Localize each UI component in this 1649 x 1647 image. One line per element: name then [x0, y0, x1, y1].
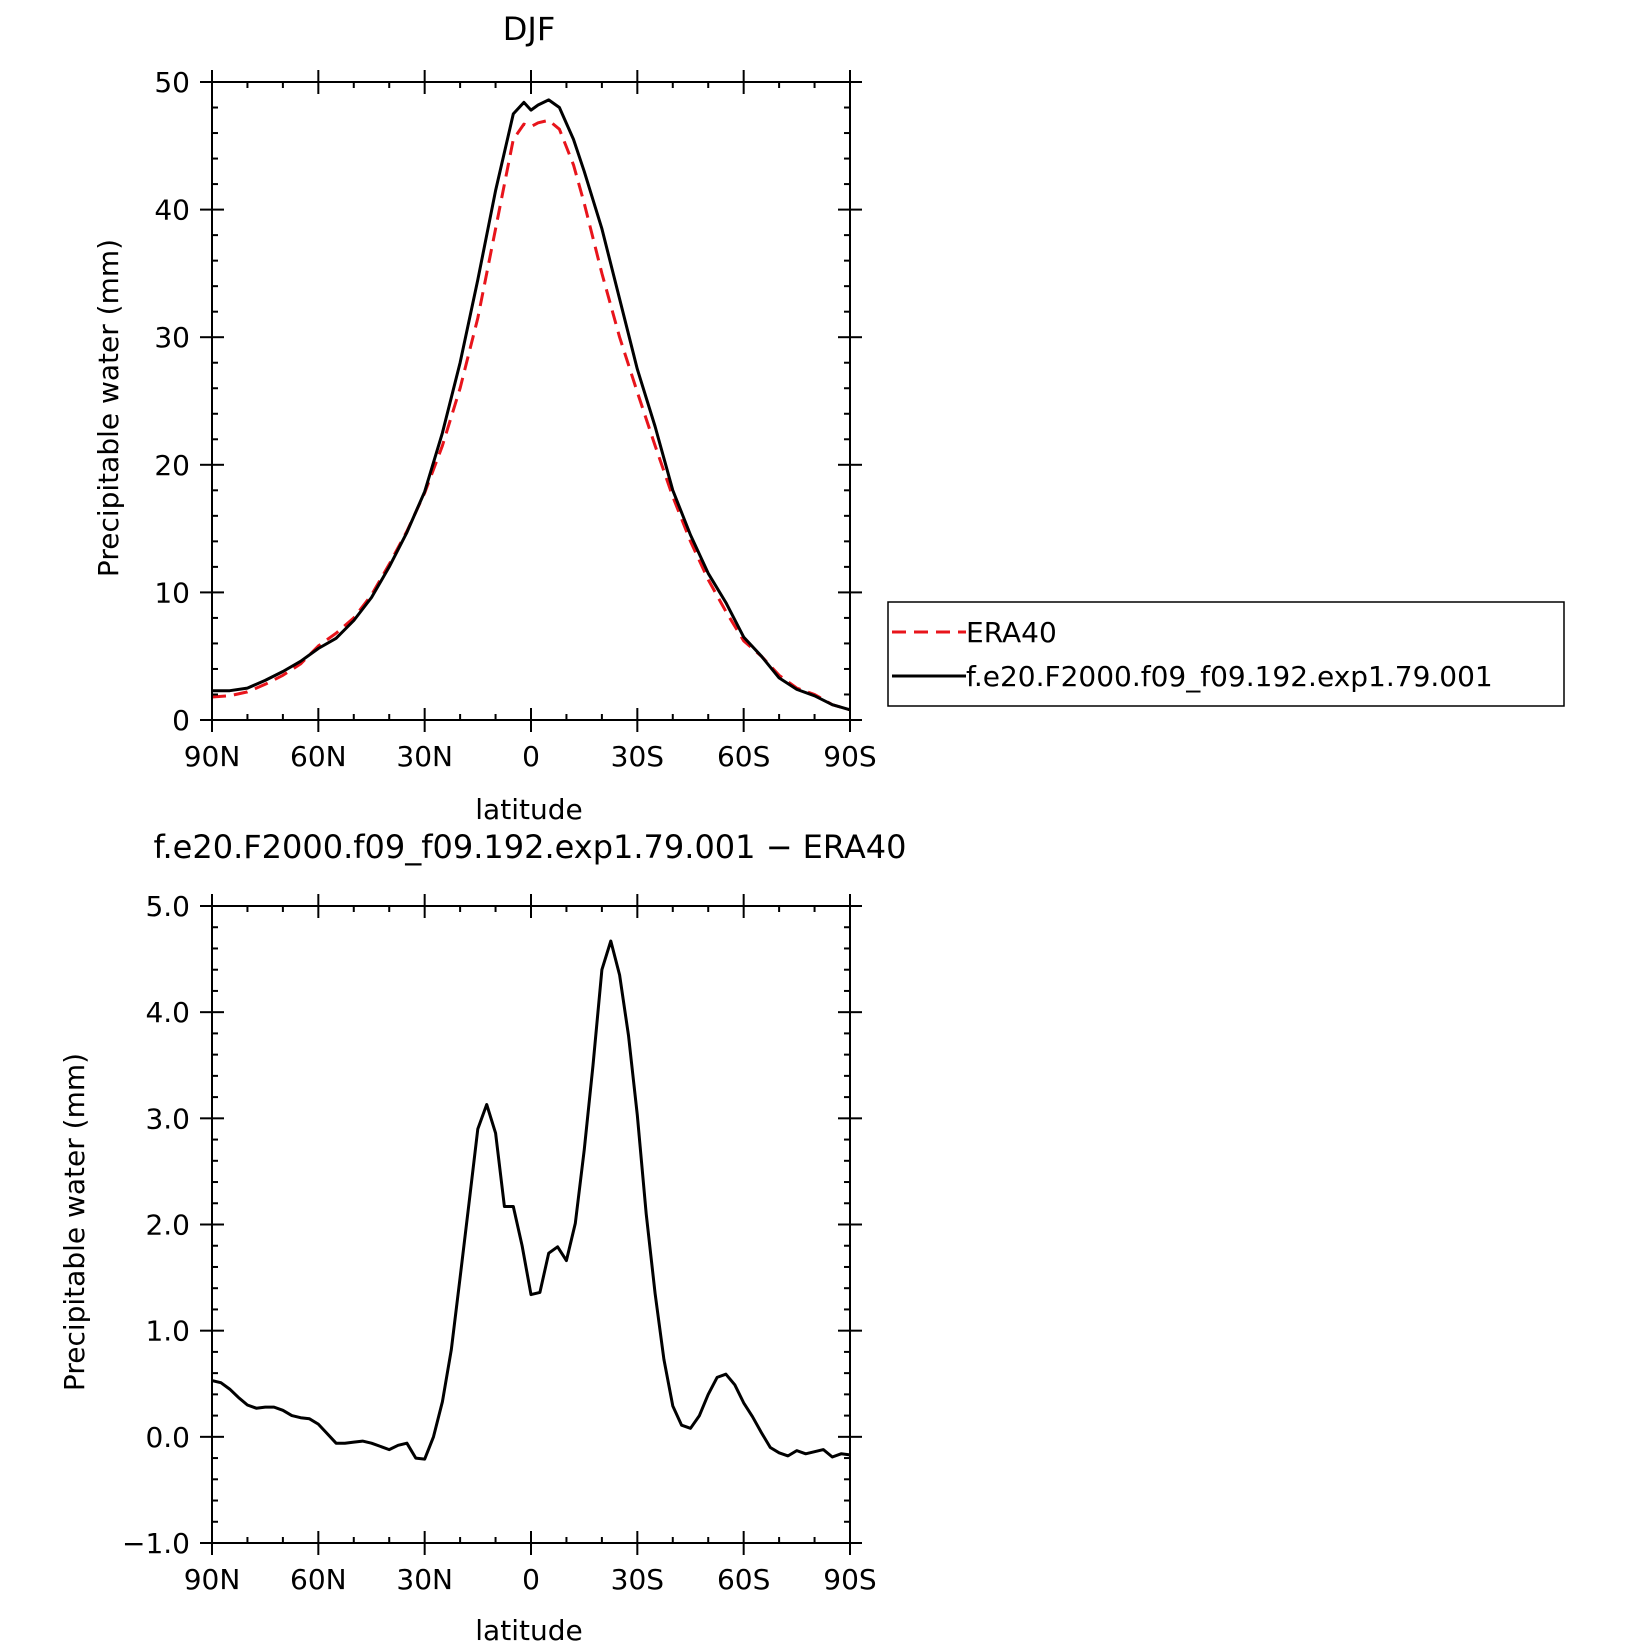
top-series-line-f-e20-f2000-f09-f09-192-exp1-79-001 — [212, 98, 850, 712]
top-x-tick-label: 30N — [396, 740, 453, 773]
bottom-y-axis-title: Precipitable water (mm) — [58, 1053, 91, 1391]
bottom-y-tick-label: −1.0 — [122, 1527, 190, 1560]
bottom-x-tick-label: 60S — [717, 1563, 770, 1596]
top-y-tick-label: 0 — [172, 704, 190, 737]
top-chart-title: DJF — [503, 10, 555, 48]
top-x-tick-label: 0 — [522, 740, 540, 773]
bottom-y-tick-label: 2.0 — [145, 1209, 190, 1242]
bottom-x-tick-label: 30N — [396, 1563, 453, 1596]
legend-label-era40: ERA40 — [966, 616, 1057, 649]
legend: ERA40 f.e20.F2000.f09_f09.192.exp1.79.00… — [887, 601, 1565, 707]
top-chart-panel: DJF 90N 60N 30N 0 30S 60S 90S 0 10 20 30 40 50 latit… — [92, 10, 877, 826]
top-y-tick-label: 10 — [154, 576, 190, 609]
bottom-x-tick-label: 90N — [184, 1563, 241, 1596]
top-x-tick-label: 60N — [290, 740, 347, 773]
bottom-x-tick-label: 30S — [611, 1563, 664, 1596]
top-y-tick-label: 40 — [154, 194, 190, 227]
bottom-chart-title: f.e20.F2000.f09_f09.192.exp1.79.001 − ER… — [154, 828, 907, 866]
top-series-line-era40 — [212, 118, 850, 712]
top-plot-area: 90N 60N 30N 0 30S 60S 90S 0 10 20 30 40 50 — [154, 66, 876, 773]
bottom-y-tick-label: 1.0 — [145, 1315, 190, 1348]
top-x-tick-label: 60S — [717, 740, 770, 773]
bottom-x-tick-label: 60N — [290, 1563, 347, 1596]
top-y-tick-label: 30 — [154, 321, 190, 354]
bottom-x-axis-title: latitude — [475, 1614, 582, 1647]
bottom-chart-panel: f.e20.F2000.f09_f09.192.exp1.79.001 − ER… — [58, 828, 906, 1647]
bottom-y-tick-label: 4.0 — [145, 996, 190, 1029]
bottom-y-tick-label: 5.0 — [145, 890, 190, 923]
bottom-series-group — [212, 939, 850, 1461]
bottom-y-tick-label: 3.0 — [145, 1102, 190, 1135]
top-x-axis-title: latitude — [475, 793, 582, 826]
top-x-tick-label: 90S — [823, 740, 876, 773]
top-y-tick-label: 20 — [154, 449, 190, 482]
bottom-series-line-0 — [212, 939, 850, 1461]
bottom-plot-area: 90N 60N 30N 0 30S 60S 90S −1.0 0.0 1.0 2.0 3.0 4.0 5.… — [122, 890, 877, 1596]
legend-box — [887, 601, 1565, 707]
bottom-x-tick-label: 0 — [522, 1563, 540, 1596]
bottom-y-tick-label: 0.0 — [145, 1421, 190, 1454]
top-y-tick-label: 50 — [154, 66, 190, 99]
top-y-axis-title: Precipitable water (mm) — [92, 239, 125, 577]
top-series-group — [212, 98, 850, 712]
top-x-tick-label: 30S — [611, 740, 664, 773]
legend-label-model: f.e20.F2000.f09_f09.192.exp1.79.001 — [966, 660, 1493, 693]
top-x-tick-label: 90N — [184, 740, 241, 773]
bottom-x-tick-label: 90S — [823, 1563, 876, 1596]
